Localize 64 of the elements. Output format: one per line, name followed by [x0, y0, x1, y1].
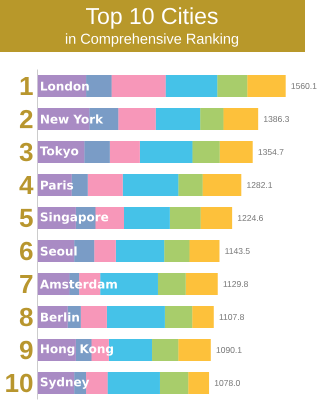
- annotation: 1224.6: [238, 214, 263, 222]
- annotation: 1107.8: [220, 314, 244, 320]
- text: 6: [20, 242, 33, 260]
- bar: [200, 207, 232, 229]
- bar: [108, 372, 160, 394]
- text: 10: [6, 374, 32, 392]
- annotation: 1282.1: [247, 182, 272, 188]
- annotation: 1560.1: [292, 82, 316, 89]
- bar: [140, 141, 192, 163]
- y-tick-label: Paris: [40, 180, 74, 190]
- annotation: 1354.7: [258, 148, 284, 156]
- bar: [88, 174, 123, 196]
- annotation: 1143.5: [225, 248, 250, 254]
- bar: [112, 75, 166, 97]
- y-tick-label: Berlin: [40, 312, 79, 322]
- bar: [166, 75, 218, 97]
- text: 4: [19, 176, 34, 194]
- bar: [178, 174, 203, 196]
- bar: [164, 306, 192, 328]
- bar: [192, 141, 220, 163]
- bar: [118, 108, 156, 130]
- bar: [124, 207, 170, 229]
- bar: [106, 306, 165, 328]
- bar: [170, 207, 201, 229]
- bar: [189, 240, 220, 262]
- bar: [72, 174, 88, 196]
- bar: [110, 141, 140, 163]
- bar: [152, 339, 178, 362]
- bar: [217, 75, 248, 97]
- bar: [202, 174, 242, 196]
- y-tick-label: London: [40, 81, 89, 91]
- bar: [220, 141, 253, 163]
- bar: [178, 339, 211, 362]
- y-tick-label: New York: [40, 114, 104, 124]
- annotation: 1090.1: [216, 346, 242, 354]
- bar: [122, 174, 178, 196]
- annotation: 1129.8: [224, 280, 248, 288]
- bar: [160, 372, 188, 394]
- bar: [192, 306, 214, 328]
- text: 8: [20, 308, 33, 326]
- bar: [223, 108, 258, 130]
- bar: [186, 273, 218, 296]
- y-tick-label: Tokyo: [40, 146, 78, 158]
- annotation: 1078.0: [214, 380, 240, 386]
- text: 5: [20, 208, 33, 228]
- text: 1: [20, 77, 33, 95]
- chart-title: Top 10 Cities: [86, 7, 218, 29]
- bar: [94, 240, 116, 262]
- bar: [188, 372, 210, 394]
- chart-subtitle: in Comprehensive Ranking: [66, 33, 238, 47]
- text: 2: [20, 110, 32, 128]
- y-tick-label: Seoul: [40, 246, 77, 256]
- text: 3: [20, 142, 33, 162]
- bar: [200, 108, 224, 130]
- bar: [164, 240, 190, 262]
- bar: [116, 240, 164, 262]
- text: 7: [20, 275, 32, 293]
- bar: [84, 141, 110, 163]
- bar: [156, 108, 200, 130]
- bar: [247, 75, 286, 97]
- bar: [158, 273, 186, 296]
- text: 9: [20, 340, 33, 360]
- bar: [80, 306, 107, 328]
- annotation: 1386.3: [264, 116, 289, 122]
